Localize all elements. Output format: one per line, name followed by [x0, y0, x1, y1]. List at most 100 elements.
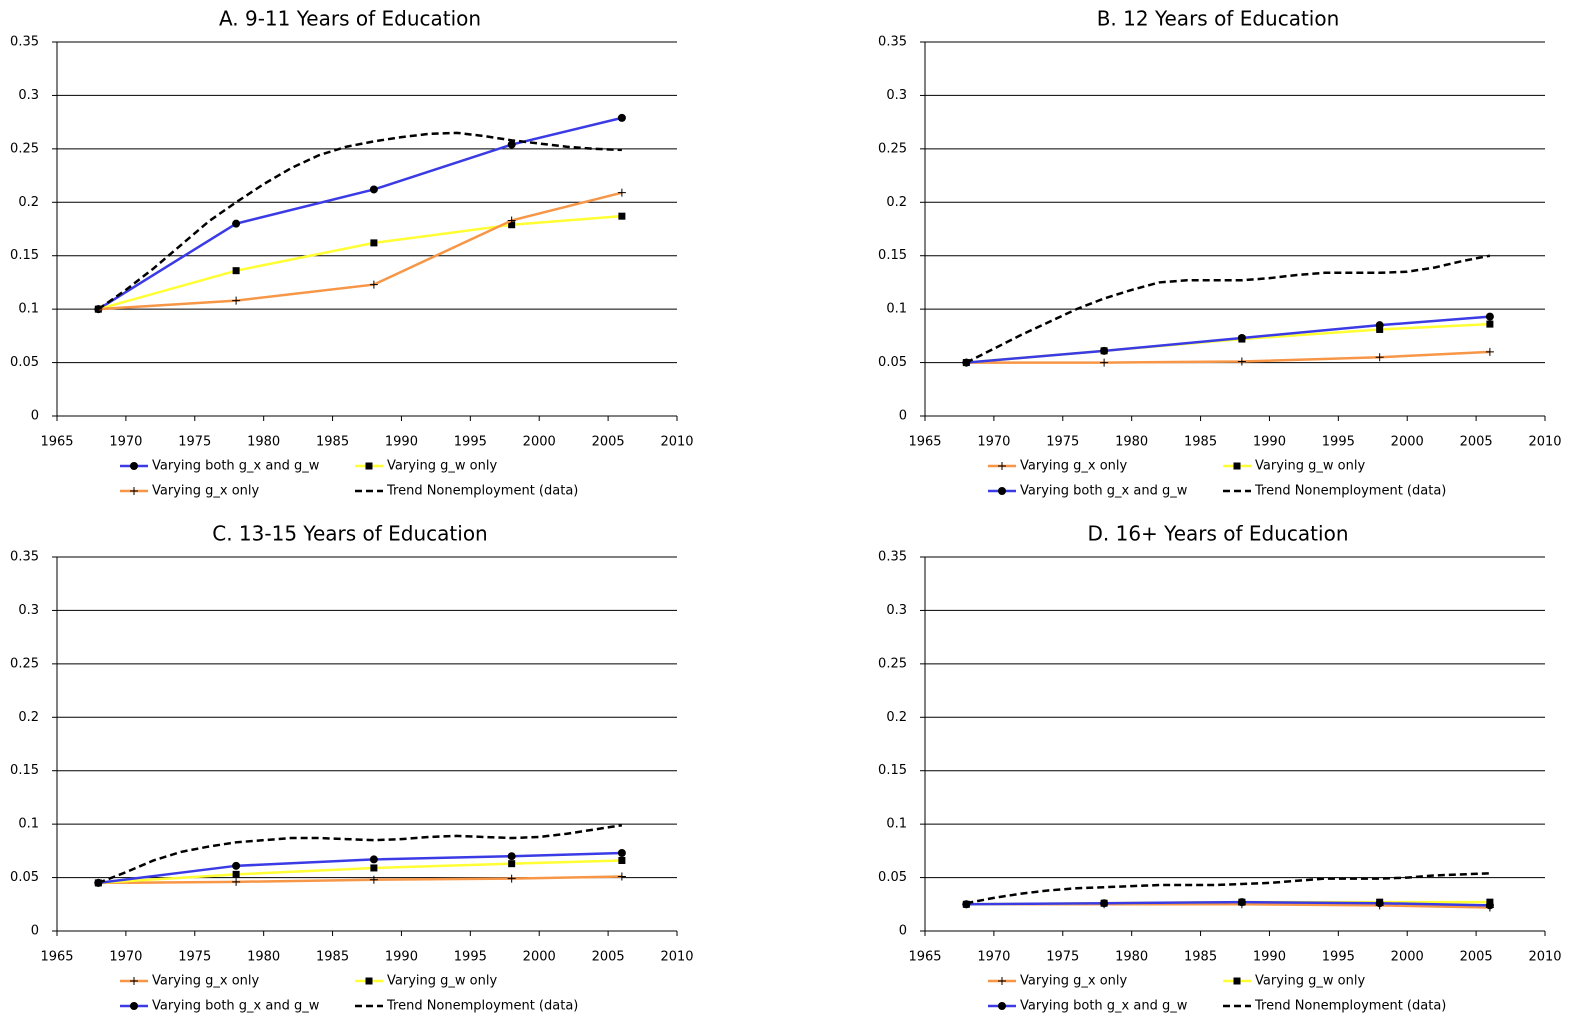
x-tick-label: 1995 — [1322, 435, 1355, 450]
legend-label: Varying g_x only — [152, 484, 260, 499]
y-tick-label: 0.2 — [886, 710, 907, 725]
x-tick-label: 2000 — [1391, 435, 1424, 450]
legend: Varying g_x only Varying g_w only Varying … — [120, 974, 578, 1014]
x-tick-label: 1985 — [1184, 435, 1217, 450]
legend-label: Trend Nonemployment (data) — [386, 484, 578, 499]
legend-label: Varying g_x only — [152, 974, 260, 989]
marker-circle — [617, 113, 626, 122]
marker-plus — [130, 487, 138, 495]
x-tick-label: 2010 — [1528, 950, 1561, 965]
x-tick-label: 1990 — [385, 950, 418, 965]
panel: D. 16+ Years of Education 0 0.05 0.1 0.15 0.2… — [878, 522, 1562, 1014]
series-line — [966, 872, 1490, 905]
marker-square — [370, 239, 378, 247]
marker-square — [618, 212, 626, 220]
marker-plus — [998, 977, 1006, 985]
y-tick-label: 0.2 — [18, 195, 39, 210]
legend-label: Varying both g_x and g_w — [152, 999, 320, 1014]
plot-area — [57, 557, 677, 931]
marker-plus — [1485, 347, 1494, 356]
marker-plus — [1100, 358, 1109, 367]
marker-plus — [232, 877, 241, 886]
y-tick-label: 0.25 — [878, 141, 907, 156]
y-tick-label: 0.05 — [10, 355, 39, 370]
marker-circle — [1485, 312, 1494, 321]
x-tick-label: 2010 — [660, 950, 693, 965]
marker-circle — [232, 219, 241, 228]
marker-circle — [617, 848, 626, 857]
y-tick-label: 0.2 — [886, 195, 907, 210]
legend-label: Trend Nonemployment (data) — [386, 999, 578, 1014]
x-tick-label: 1970 — [977, 435, 1010, 450]
marker-circle — [1100, 899, 1109, 908]
marker-circle — [1237, 898, 1246, 907]
y-tick-label: 0.3 — [886, 88, 907, 103]
marker-circle — [1237, 333, 1246, 342]
marker-plus — [617, 872, 626, 881]
legend-label: Varying g_w only — [387, 974, 497, 989]
chart-title: B. 12 Years of Education — [1097, 7, 1340, 31]
legend-label: Trend Nonemployment (data) — [1254, 999, 1446, 1014]
y-tick-label: 0.3 — [18, 603, 39, 618]
x-tick-label: 2000 — [523, 435, 556, 450]
marker-circle — [507, 140, 516, 149]
legend-label: Varying both g_x and g_w — [152, 459, 320, 474]
x-tick-label: 2005 — [592, 435, 625, 450]
x-tick-label: 1995 — [454, 435, 487, 450]
x-tick-label: 2005 — [1460, 950, 1493, 965]
chart-title: A. 9-11 Years of Education — [219, 7, 481, 31]
x-tick-label: 2000 — [523, 950, 556, 965]
marker-circle — [232, 861, 241, 870]
x-tick-label: 1975 — [1046, 950, 1079, 965]
legend-label: Varying both g_x and g_w — [1020, 999, 1188, 1014]
legend-label: Varying g_w only — [1255, 974, 1365, 989]
chart-title: C. 13-15 Years of Education — [212, 522, 487, 546]
marker-square — [365, 462, 373, 470]
y-tick-label: 0.35 — [878, 550, 907, 565]
plot-area — [925, 557, 1545, 931]
marker-circle — [130, 1002, 138, 1010]
x-tick-label: 1975 — [1046, 435, 1079, 450]
y-tick-label: 0.15 — [10, 248, 39, 263]
x-tick-label: 1980 — [247, 950, 280, 965]
y-tick-label: 0.15 — [878, 248, 907, 263]
legend-label: Varying g_w only — [1255, 459, 1365, 474]
marker-square — [370, 864, 378, 872]
marker-circle — [130, 462, 138, 470]
y-tick-label: 0.35 — [10, 35, 39, 50]
panel: A. 9-11 Years of Education 0 0.05 0.1 0.15 0.… — [10, 7, 694, 499]
x-tick-label: 1985 — [316, 435, 349, 450]
marker-plus — [617, 188, 626, 197]
y-tick-label: 0.15 — [10, 763, 39, 778]
x-tick-label: 2000 — [1391, 950, 1424, 965]
marker-circle — [369, 185, 378, 194]
marker-plus — [507, 874, 516, 883]
x-tick-label: 1985 — [1184, 950, 1217, 965]
x-tick-label: 1995 — [1322, 950, 1355, 965]
marker-plus — [998, 462, 1006, 470]
legend-label: Varying both g_x and g_w — [1020, 484, 1188, 499]
marker-plus — [1375, 353, 1384, 362]
legend: Varying both g_x and g_w Varying g_w only… — [120, 459, 578, 499]
marker-circle — [998, 487, 1006, 495]
y-tick-label: 0 — [899, 924, 907, 939]
marker-square — [1233, 462, 1241, 470]
y-tick-label: 0 — [899, 409, 907, 424]
legend: Varying g_x only Varying g_w only Varying … — [988, 974, 1446, 1014]
marker-square — [1486, 320, 1494, 328]
marker-circle — [1485, 901, 1494, 910]
y-tick-label: 0.1 — [18, 817, 39, 832]
x-tick-label: 1965 — [908, 950, 941, 965]
x-tick-label: 1985 — [316, 950, 349, 965]
x-tick-label: 1980 — [247, 435, 280, 450]
marker-square — [232, 267, 240, 275]
marker-square — [232, 870, 240, 878]
y-tick-label: 0 — [31, 924, 39, 939]
panel: C. 13-15 Years of Education 0 0.05 0.1 0.15 0… — [10, 522, 694, 1014]
y-tick-label: 0.1 — [18, 302, 39, 317]
x-tick-label: 1995 — [454, 950, 487, 965]
legend: Varying g_x only Varying g_w only Varying … — [988, 459, 1446, 499]
x-tick-label: 1975 — [178, 435, 211, 450]
y-tick-label: 0.05 — [10, 870, 39, 885]
